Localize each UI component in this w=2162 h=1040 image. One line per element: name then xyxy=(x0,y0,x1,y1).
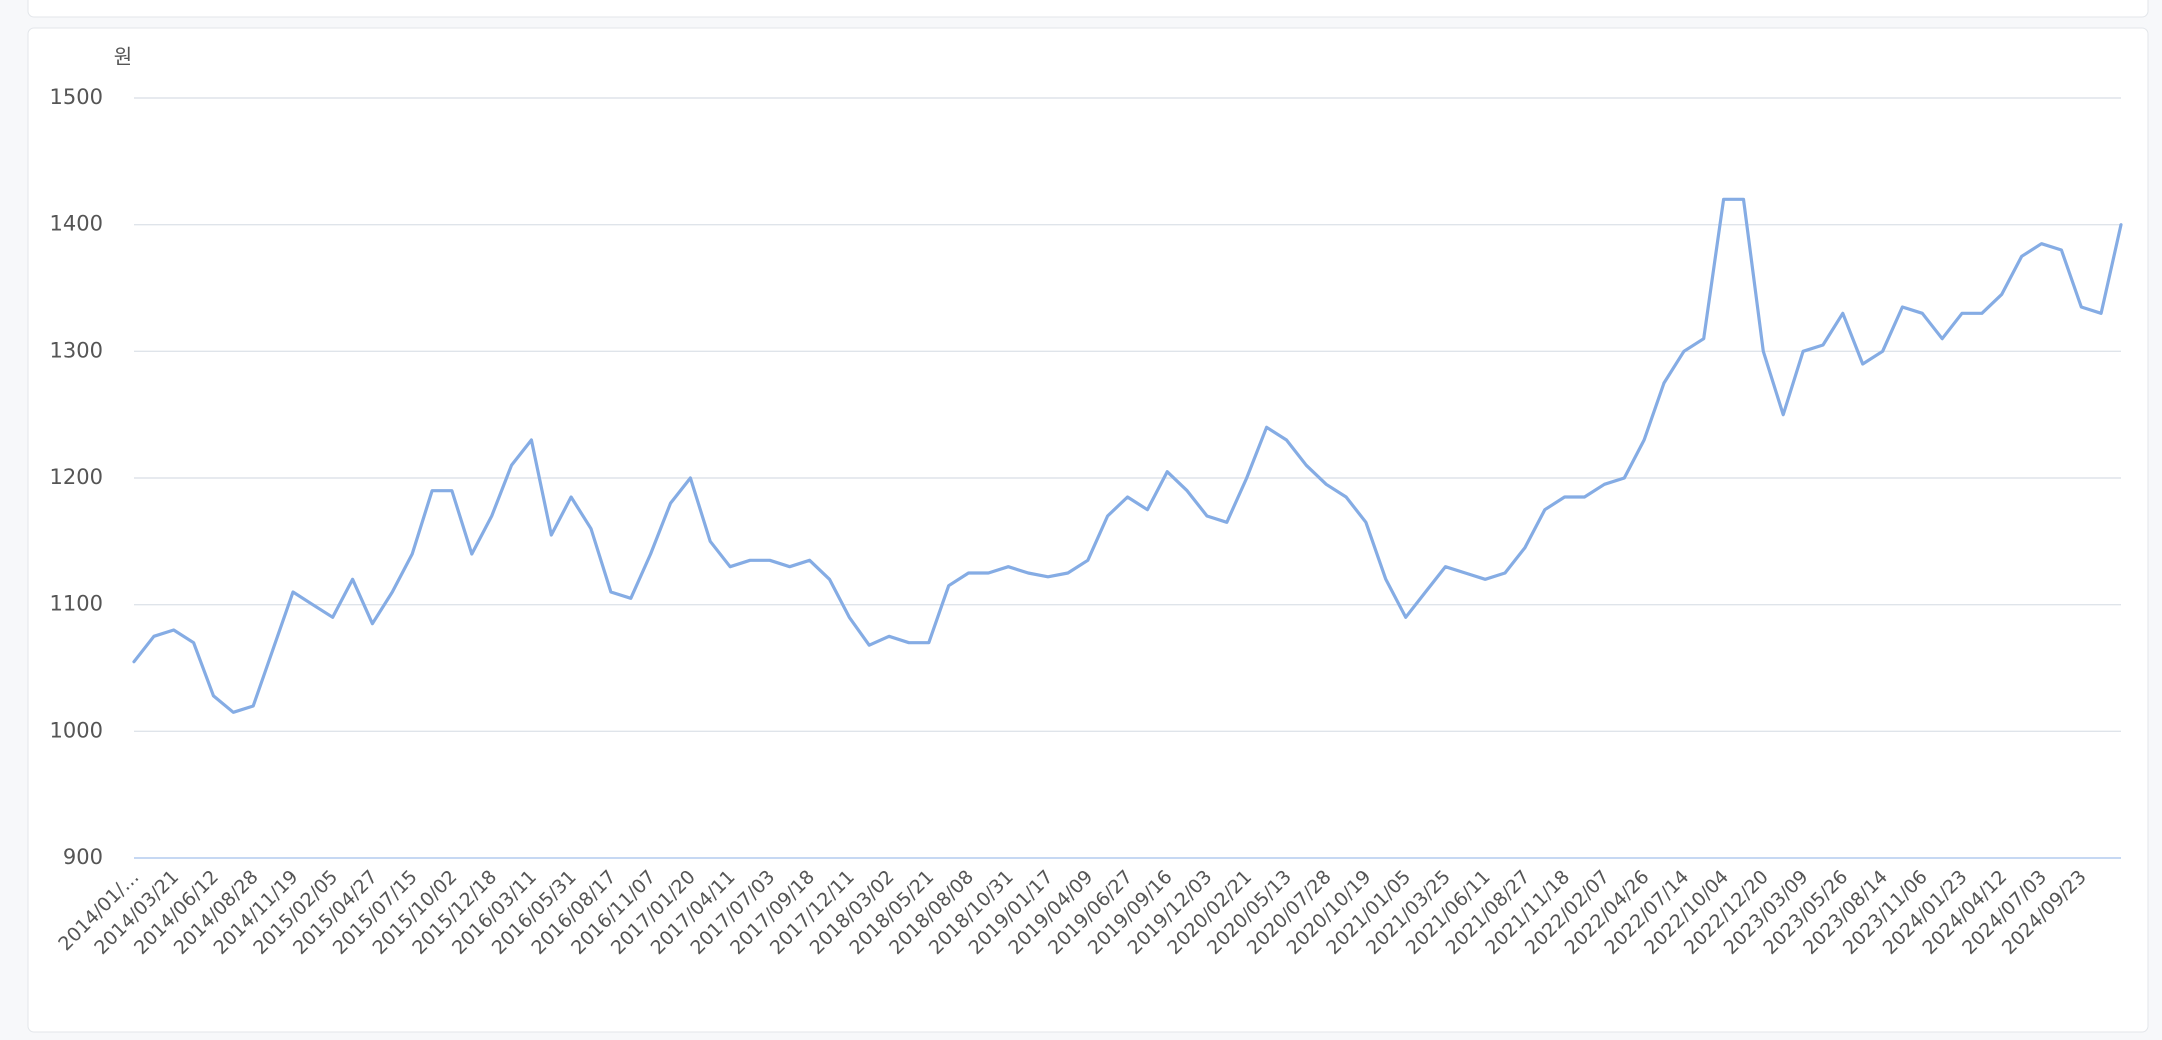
y-tick-label: 1100 xyxy=(50,592,103,616)
y-tick-label: 1400 xyxy=(50,212,103,236)
top-panel xyxy=(27,0,2149,18)
y-tick-label: 900 xyxy=(63,845,103,869)
y-tick-label: 1000 xyxy=(50,718,103,742)
y-tick-label: 1200 xyxy=(50,465,103,489)
y-tick-label: 1500 xyxy=(50,85,103,109)
price-line xyxy=(132,197,2123,714)
chart-panel xyxy=(27,27,2149,1033)
y-unit: 원 xyxy=(114,45,132,69)
y-tick-label: 1300 xyxy=(50,338,103,362)
